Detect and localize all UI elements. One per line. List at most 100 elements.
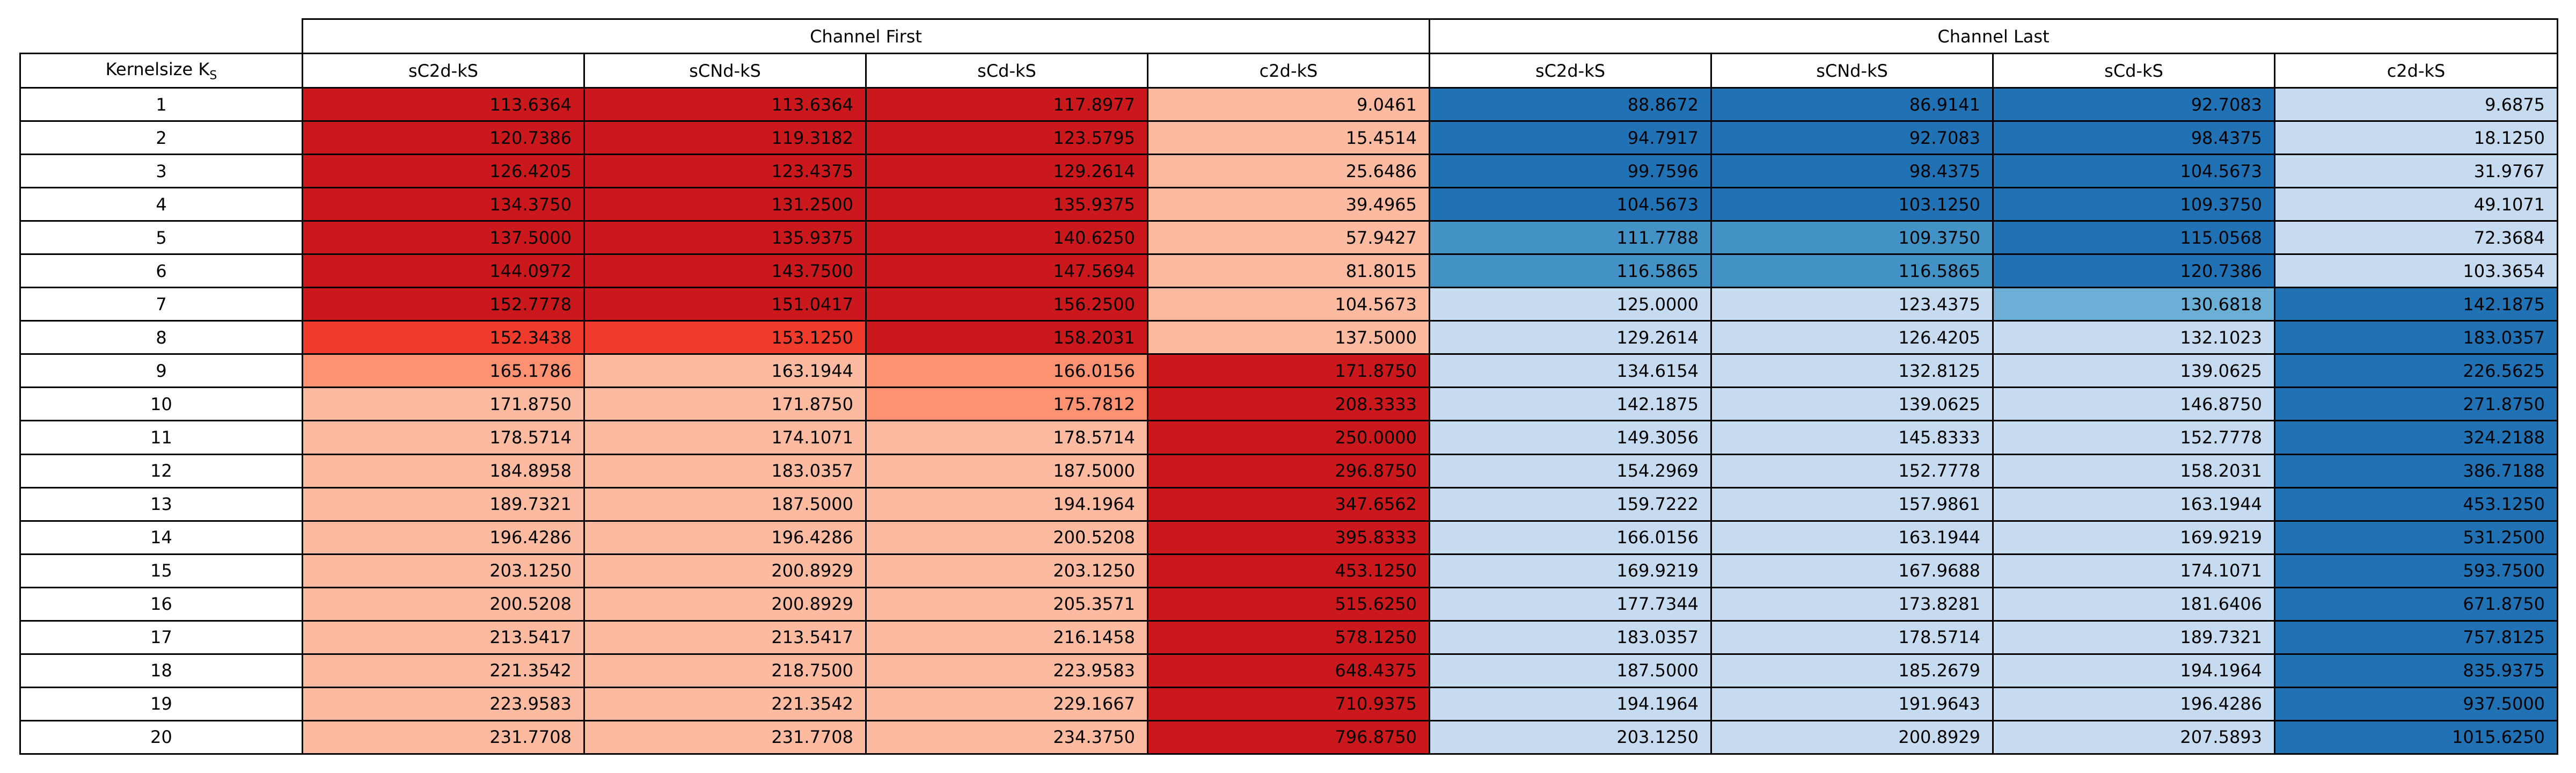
- table-row: 9 165.1786 163.1944 166.0156 171.8750 134.615…: [19, 353, 2559, 389]
- value-cell: 116.5865: [1429, 253, 1713, 289]
- value-cell: 296.8750: [1146, 453, 1431, 488]
- value-cell: 123.5795: [865, 120, 1148, 156]
- value-cell: 194.1964: [865, 486, 1148, 522]
- value-cell: 86.9141: [1710, 86, 1994, 122]
- value-cell: 145.8333: [1710, 420, 1994, 455]
- value-cell: 177.7344: [1429, 586, 1713, 622]
- value-cell: 92.7083: [1992, 86, 2276, 122]
- value-cell: 200.8929: [583, 586, 867, 622]
- column-header-first-scnd: sCNd-kS: [583, 53, 867, 89]
- value-cell: 174.1071: [1992, 553, 2276, 588]
- value-cell: 39.4965: [1146, 187, 1431, 222]
- kernelsize-header: Kernelsize KS: [19, 53, 303, 89]
- value-cell: 129.2614: [865, 154, 1148, 189]
- value-cell: 18.1250: [2274, 120, 2559, 156]
- value-cell: 135.9375: [865, 187, 1148, 222]
- column-header-last-c2d: c2d-kS: [2274, 53, 2559, 89]
- kernelsize-cell: 19: [19, 686, 303, 721]
- value-cell: 103.3654: [2274, 253, 2559, 289]
- kernelsize-cell: 13: [19, 486, 303, 522]
- kernelsize-cell: 15: [19, 553, 303, 588]
- kernelsize-cell: 11: [19, 420, 303, 455]
- value-cell: 196.4286: [302, 520, 585, 555]
- table-row: 1 113.6364 113.6364 117.8977 9.0461 88.8672 86…: [19, 86, 2559, 122]
- value-cell: 226.5625: [2274, 353, 2559, 389]
- table-row: 12 184.8958 183.0357 187.5000 296.8750 154.29…: [19, 453, 2559, 488]
- results-table: Channel First Channel Last Kernelsize KS…: [19, 18, 2559, 755]
- column-header-row: Kernelsize KS sC2d-kS sCNd-kS sCd-kS c2d…: [19, 53, 2559, 89]
- value-cell: 152.7778: [1710, 453, 1994, 488]
- value-cell: 98.4375: [1992, 120, 2276, 156]
- value-cell: 163.1944: [1710, 520, 1994, 555]
- kernelsize-cell: 16: [19, 586, 303, 622]
- kernelsize-header-label: Kernelsize K: [105, 59, 210, 79]
- value-cell: 135.9375: [583, 220, 867, 256]
- value-cell: 165.1786: [302, 353, 585, 389]
- value-cell: 163.1944: [583, 353, 867, 389]
- value-cell: 183.0357: [2274, 320, 2559, 355]
- value-cell: 147.5694: [865, 253, 1148, 289]
- value-cell: 835.9375: [2274, 653, 2559, 688]
- kernelsize-cell: 4: [19, 187, 303, 222]
- value-cell: 250.0000: [1146, 420, 1431, 455]
- kernelsize-cell: 5: [19, 220, 303, 256]
- table-row: 13 189.7321 187.5000 194.1964 347.6562 159.72…: [19, 486, 2559, 522]
- value-cell: 231.7708: [583, 719, 867, 755]
- value-cell: 200.5208: [302, 586, 585, 622]
- value-cell: 171.8750: [1146, 353, 1431, 389]
- value-cell: 324.2188: [2274, 420, 2559, 455]
- kernelsize-cell: 17: [19, 619, 303, 655]
- value-cell: 271.8750: [2274, 386, 2559, 422]
- column-header-last-scnd: sCNd-kS: [1710, 53, 1994, 89]
- value-cell: 139.0625: [1710, 386, 1994, 422]
- table-body: 1 113.6364 113.6364 117.8977 9.0461 88.8672 86…: [19, 86, 2559, 755]
- value-cell: 207.5893: [1992, 719, 2276, 755]
- value-cell: 200.5208: [865, 520, 1148, 555]
- value-cell: 158.2031: [1992, 453, 2276, 488]
- value-cell: 72.3684: [2274, 220, 2559, 256]
- value-cell: 92.7083: [1710, 120, 1994, 156]
- value-cell: 152.7778: [302, 287, 585, 322]
- group-header-channel-last: Channel Last: [1429, 18, 2559, 54]
- value-cell: 234.3750: [865, 719, 1148, 755]
- value-cell: 648.4375: [1146, 653, 1431, 688]
- value-cell: 593.7500: [2274, 553, 2559, 588]
- kernelsize-cell: 7: [19, 287, 303, 322]
- value-cell: 185.2679: [1710, 653, 1994, 688]
- value-cell: 710.9375: [1146, 686, 1431, 721]
- value-cell: 181.6406: [1992, 586, 2276, 622]
- kernelsize-cell: 18: [19, 653, 303, 688]
- value-cell: 196.4286: [1992, 686, 2276, 721]
- value-cell: 183.0357: [1429, 619, 1713, 655]
- table-row: 2 120.7386 119.3182 123.5795 15.4514 94.7917 9…: [19, 120, 2559, 156]
- corner-blank-cell: [20, 19, 303, 54]
- value-cell: 104.5673: [1992, 154, 2276, 189]
- value-cell: 194.1964: [1992, 653, 2276, 688]
- value-cell: 130.6818: [1992, 287, 2276, 322]
- table-row: 16 200.5208 200.8929 205.3571 515.6250 177.73…: [19, 586, 2559, 622]
- table-row: 20 231.7708 231.7708 234.3750 796.8750 203.12…: [19, 719, 2559, 755]
- value-cell: 143.7500: [583, 253, 867, 289]
- value-cell: 146.8750: [1992, 386, 2276, 422]
- value-cell: 104.5673: [1429, 187, 1713, 222]
- value-cell: 120.7386: [302, 120, 585, 156]
- value-cell: 171.8750: [583, 386, 867, 422]
- value-cell: 81.8015: [1146, 253, 1431, 289]
- value-cell: 166.0156: [1429, 520, 1713, 555]
- kernelsize-cell: 14: [19, 520, 303, 555]
- value-cell: 174.1071: [583, 420, 867, 455]
- kernelsize-cell: 9: [19, 353, 303, 389]
- kernelsize-header-subscript: S: [209, 69, 217, 83]
- value-cell: 154.2969: [1429, 453, 1713, 488]
- value-cell: 94.7917: [1429, 120, 1713, 156]
- value-cell: 578.1250: [1146, 619, 1431, 655]
- value-cell: 216.1458: [865, 619, 1148, 655]
- value-cell: 173.8281: [1710, 586, 1994, 622]
- table-row: 4 134.3750 131.2500 135.9375 39.4965 104.5673…: [19, 187, 2559, 222]
- value-cell: 156.2500: [865, 287, 1148, 322]
- table-row: 18 221.3542 218.7500 223.9583 648.4375 187.50…: [19, 653, 2559, 688]
- value-cell: 137.5000: [302, 220, 585, 256]
- column-header-last-scd: sCd-kS: [1992, 53, 2276, 89]
- value-cell: 132.1023: [1992, 320, 2276, 355]
- table-row: 5 137.5000 135.9375 140.6250 57.9427 111.7788…: [19, 220, 2559, 256]
